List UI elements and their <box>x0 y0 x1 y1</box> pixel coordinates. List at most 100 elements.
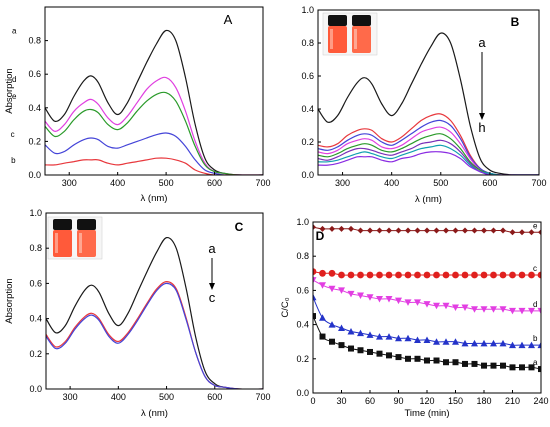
data-point-c <box>347 271 355 279</box>
data-point-d <box>499 306 507 313</box>
data-point-d <box>395 297 402 305</box>
data-point-e <box>490 227 497 234</box>
data-point-d <box>328 285 336 293</box>
data-point-a <box>348 345 354 352</box>
x-tick-label: 60 <box>365 396 375 406</box>
data-point-d <box>452 304 459 311</box>
y-tick-label: 0.2 <box>29 349 42 359</box>
data-point-c <box>518 271 526 279</box>
data-point-d <box>376 295 383 303</box>
data-point-c <box>328 269 336 277</box>
series-line-g <box>318 144 539 175</box>
vial-cap <box>352 15 371 26</box>
y-tick-label: 0.4 <box>28 103 41 113</box>
x-tick-label: 120 <box>419 396 434 406</box>
data-point-d <box>518 307 526 315</box>
data-point-c <box>442 271 450 279</box>
data-point-e <box>338 225 345 232</box>
series-line-a <box>45 29 263 175</box>
data-point-e <box>348 225 354 232</box>
data-point-a <box>433 357 440 364</box>
data-point-e <box>462 227 468 234</box>
data-point-e <box>405 227 411 234</box>
data-point-d <box>414 299 421 306</box>
data-point-b <box>328 321 336 328</box>
data-point-a <box>509 364 516 371</box>
x-axis-label: λ (nm) <box>415 194 442 205</box>
data-point-b <box>528 341 535 349</box>
y-tick-label: 0.8 <box>296 251 309 261</box>
data-point-d <box>385 295 393 303</box>
x-tick-label: 700 <box>255 392 270 402</box>
data-point-b <box>509 341 516 349</box>
data-point-a <box>357 347 364 354</box>
panel-label: C <box>235 220 244 234</box>
data-point-e <box>538 229 541 236</box>
data-point-e <box>395 227 402 234</box>
data-point-b <box>347 327 355 335</box>
y-axis-label: Absorption <box>4 278 15 323</box>
x-tick-label: 240 <box>533 396 548 406</box>
data-point-c <box>490 271 497 279</box>
data-point-a <box>376 350 383 357</box>
data-point-a <box>395 354 402 361</box>
data-point-c <box>357 271 364 279</box>
panel-c: 300 400 500 600 700 0.0 0.2 0.4 0.6 0.8 1.0 λ (nm) A… <box>4 208 271 419</box>
data-point-a <box>481 362 487 369</box>
arrow-end-label: h <box>478 120 485 135</box>
x-tick-label: 90 <box>393 396 403 406</box>
arrow-end-label: c <box>209 290 216 305</box>
data-point-a <box>367 348 373 355</box>
y-tick-label: 0.2 <box>28 136 41 146</box>
x-tick-label: 600 <box>207 178 222 188</box>
data-point-c <box>499 271 507 279</box>
data-point-c <box>385 271 393 279</box>
vial-cap <box>77 219 96 230</box>
data-point-b <box>404 334 412 342</box>
series-label-e: e <box>533 221 538 230</box>
data-point-a <box>500 362 506 369</box>
y-tick-label: 0.0 <box>29 384 42 394</box>
arrow-head <box>209 283 215 290</box>
data-point-e <box>452 227 459 234</box>
data-point-c <box>471 271 478 279</box>
y-tick-label: 0.0 <box>301 170 314 180</box>
panel-label: B <box>511 15 520 29</box>
data-point-c <box>319 269 326 277</box>
data-point-a <box>386 352 392 359</box>
data-point-e <box>329 225 335 232</box>
series-line-b <box>45 157 263 175</box>
x-tick-label: 0 <box>310 396 315 406</box>
data-point-e <box>528 229 535 236</box>
series-group <box>318 32 539 175</box>
x-tick-label: 30 <box>336 396 346 406</box>
data-point-d <box>490 306 497 313</box>
vial-cap <box>328 15 347 26</box>
series-group <box>46 236 263 389</box>
y-tick-label: 0.0 <box>296 388 309 398</box>
arrow-start-label: a <box>478 35 486 50</box>
y-tick-label: 0.8 <box>29 243 42 253</box>
data-point-c <box>423 271 431 279</box>
data-point-d <box>338 287 345 294</box>
data-point-b <box>395 334 402 342</box>
data-point-b <box>518 341 526 349</box>
plot-frame <box>45 212 264 390</box>
series-group <box>313 224 541 373</box>
data-point-c <box>528 271 535 279</box>
data-point-d <box>357 292 364 300</box>
data-point-a <box>313 313 316 320</box>
y-tick-label: 0.8 <box>28 36 41 46</box>
series-line-e <box>45 91 263 175</box>
data-point-d <box>537 307 541 315</box>
data-point-e <box>414 227 421 234</box>
data-point-b <box>338 324 345 332</box>
data-point-b <box>385 333 393 340</box>
x-tick-label: 600 <box>207 392 222 402</box>
data-point-d <box>433 302 440 310</box>
data-point-e <box>471 227 478 234</box>
series-line-c <box>46 282 263 389</box>
data-point-a <box>490 362 497 369</box>
x-tick-label: 500 <box>159 178 174 188</box>
arrow-head <box>479 113 485 120</box>
